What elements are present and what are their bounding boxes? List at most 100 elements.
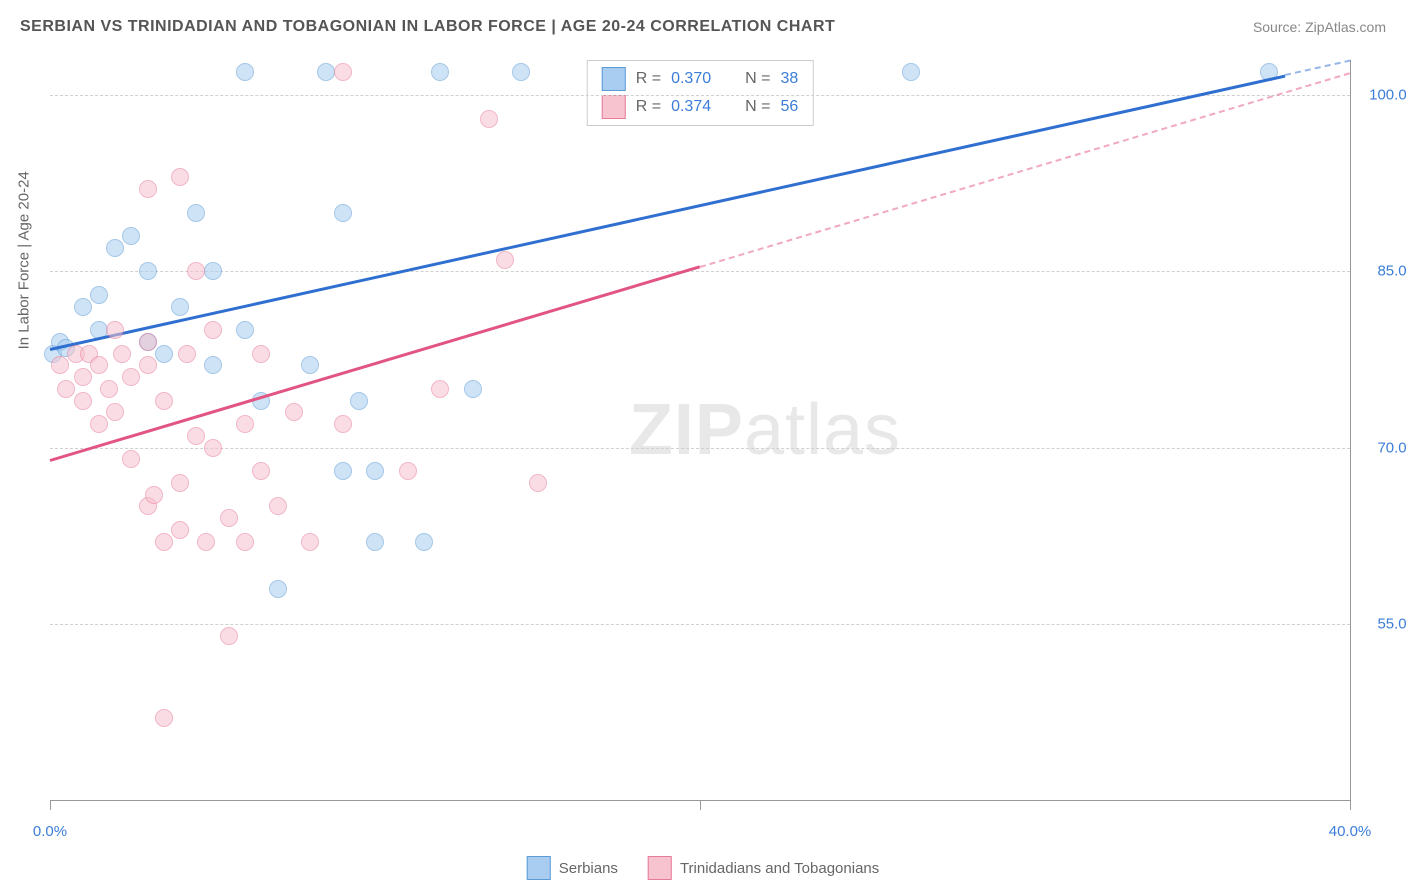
scatter-point [139,356,157,374]
scatter-point [51,356,69,374]
legend-item: Serbians [527,856,618,880]
y-tick-label: 100.0% [1360,87,1406,104]
source-label: Source: ZipAtlas.com [1253,19,1386,35]
scatter-point [236,415,254,433]
scatter-point [139,262,157,280]
scatter-point [204,262,222,280]
scatter-point [139,180,157,198]
gridline [50,448,1350,449]
scatter-point [269,497,287,515]
x-tick [1350,800,1351,810]
scatter-point [252,462,270,480]
stats-row: R =0.370N =38 [602,65,799,93]
scatter-point [252,345,270,363]
scatter-point [204,356,222,374]
scatter-point [431,380,449,398]
scatter-point [204,321,222,339]
scatter-point [145,486,163,504]
y-axis-label: In Labor Force | Age 20-24 [16,171,33,349]
scatter-point [496,251,514,269]
r-value: 0.374 [671,98,711,116]
scatter-point [187,427,205,445]
scatter-point [122,227,140,245]
scatter-point [285,403,303,421]
scatter-point [334,204,352,222]
scatter-point [334,63,352,81]
scatter-point [90,415,108,433]
legend-swatch [648,856,672,880]
r-value: 0.370 [671,70,711,88]
r-label: R = [636,98,661,116]
scatter-point [187,204,205,222]
stats-row: R =0.374N =56 [602,93,799,121]
scatter-point [171,521,189,539]
title-bar: SERBIAN VS TRINIDADIAN AND TOBAGONIAN IN… [20,18,1386,36]
scatter-point [366,462,384,480]
x-tick-label: 40.0% [1329,823,1372,840]
scatter-point [106,321,124,339]
legend-item: Trinidadians and Tobagonians [648,856,879,880]
scatter-point [204,439,222,457]
x-tick [50,800,51,810]
scatter-point [301,356,319,374]
scatter-point [464,380,482,398]
r-label: R = [636,70,661,88]
scatter-point [90,286,108,304]
scatter-point [415,533,433,551]
x-tick [700,800,701,810]
scatter-point [122,368,140,386]
gridline [50,271,1350,272]
scatter-point [236,533,254,551]
scatter-point [100,380,118,398]
scatter-point [269,580,287,598]
scatter-point [155,345,173,363]
legend-swatch [602,67,626,91]
scatter-point [187,262,205,280]
legend-swatch [602,95,626,119]
scatter-point [431,63,449,81]
scatter-point [113,345,131,363]
scatter-point [236,321,254,339]
scatter-point [529,474,547,492]
legend-label: Serbians [559,860,618,877]
scatter-point [106,239,124,257]
scatter-point [171,168,189,186]
chart-title: SERBIAN VS TRINIDADIAN AND TOBAGONIAN IN… [20,18,835,36]
scatter-point [178,345,196,363]
gridline [50,624,1350,625]
scatter-point [171,474,189,492]
y-tick-label: 55.0% [1360,615,1406,632]
y-tick-label: 70.0% [1360,439,1406,456]
scatter-point [301,533,319,551]
scatter-point [57,380,75,398]
legend-swatch [527,856,551,880]
scatter-point [90,356,108,374]
scatter-point [74,392,92,410]
scatter-point [220,627,238,645]
scatter-point [334,415,352,433]
scatter-point [155,392,173,410]
scatter-point [366,533,384,551]
stats-box: R =0.370N =38R =0.374N =56 [587,60,814,126]
scatter-point [155,709,173,727]
legend: Serbians Trinidadians and Tobagonians [527,856,880,880]
plot-area: ZIPatlas R =0.370N =38R =0.374N =56 55.0… [50,60,1351,801]
scatter-point [902,63,920,81]
scatter-point [236,63,254,81]
watermark: ZIPatlas [629,389,901,471]
scatter-point [122,450,140,468]
scatter-point [74,298,92,316]
scatter-point [155,533,173,551]
y-tick-label: 85.0% [1360,263,1406,280]
scatter-point [197,533,215,551]
scatter-point [480,110,498,128]
gridline [50,95,1350,96]
scatter-point [399,462,417,480]
scatter-point [220,509,238,527]
scatter-point [350,392,368,410]
scatter-point [106,403,124,421]
scatter-point [171,298,189,316]
n-value: 56 [780,98,798,116]
n-label: N = [745,70,770,88]
scatter-point [139,333,157,351]
